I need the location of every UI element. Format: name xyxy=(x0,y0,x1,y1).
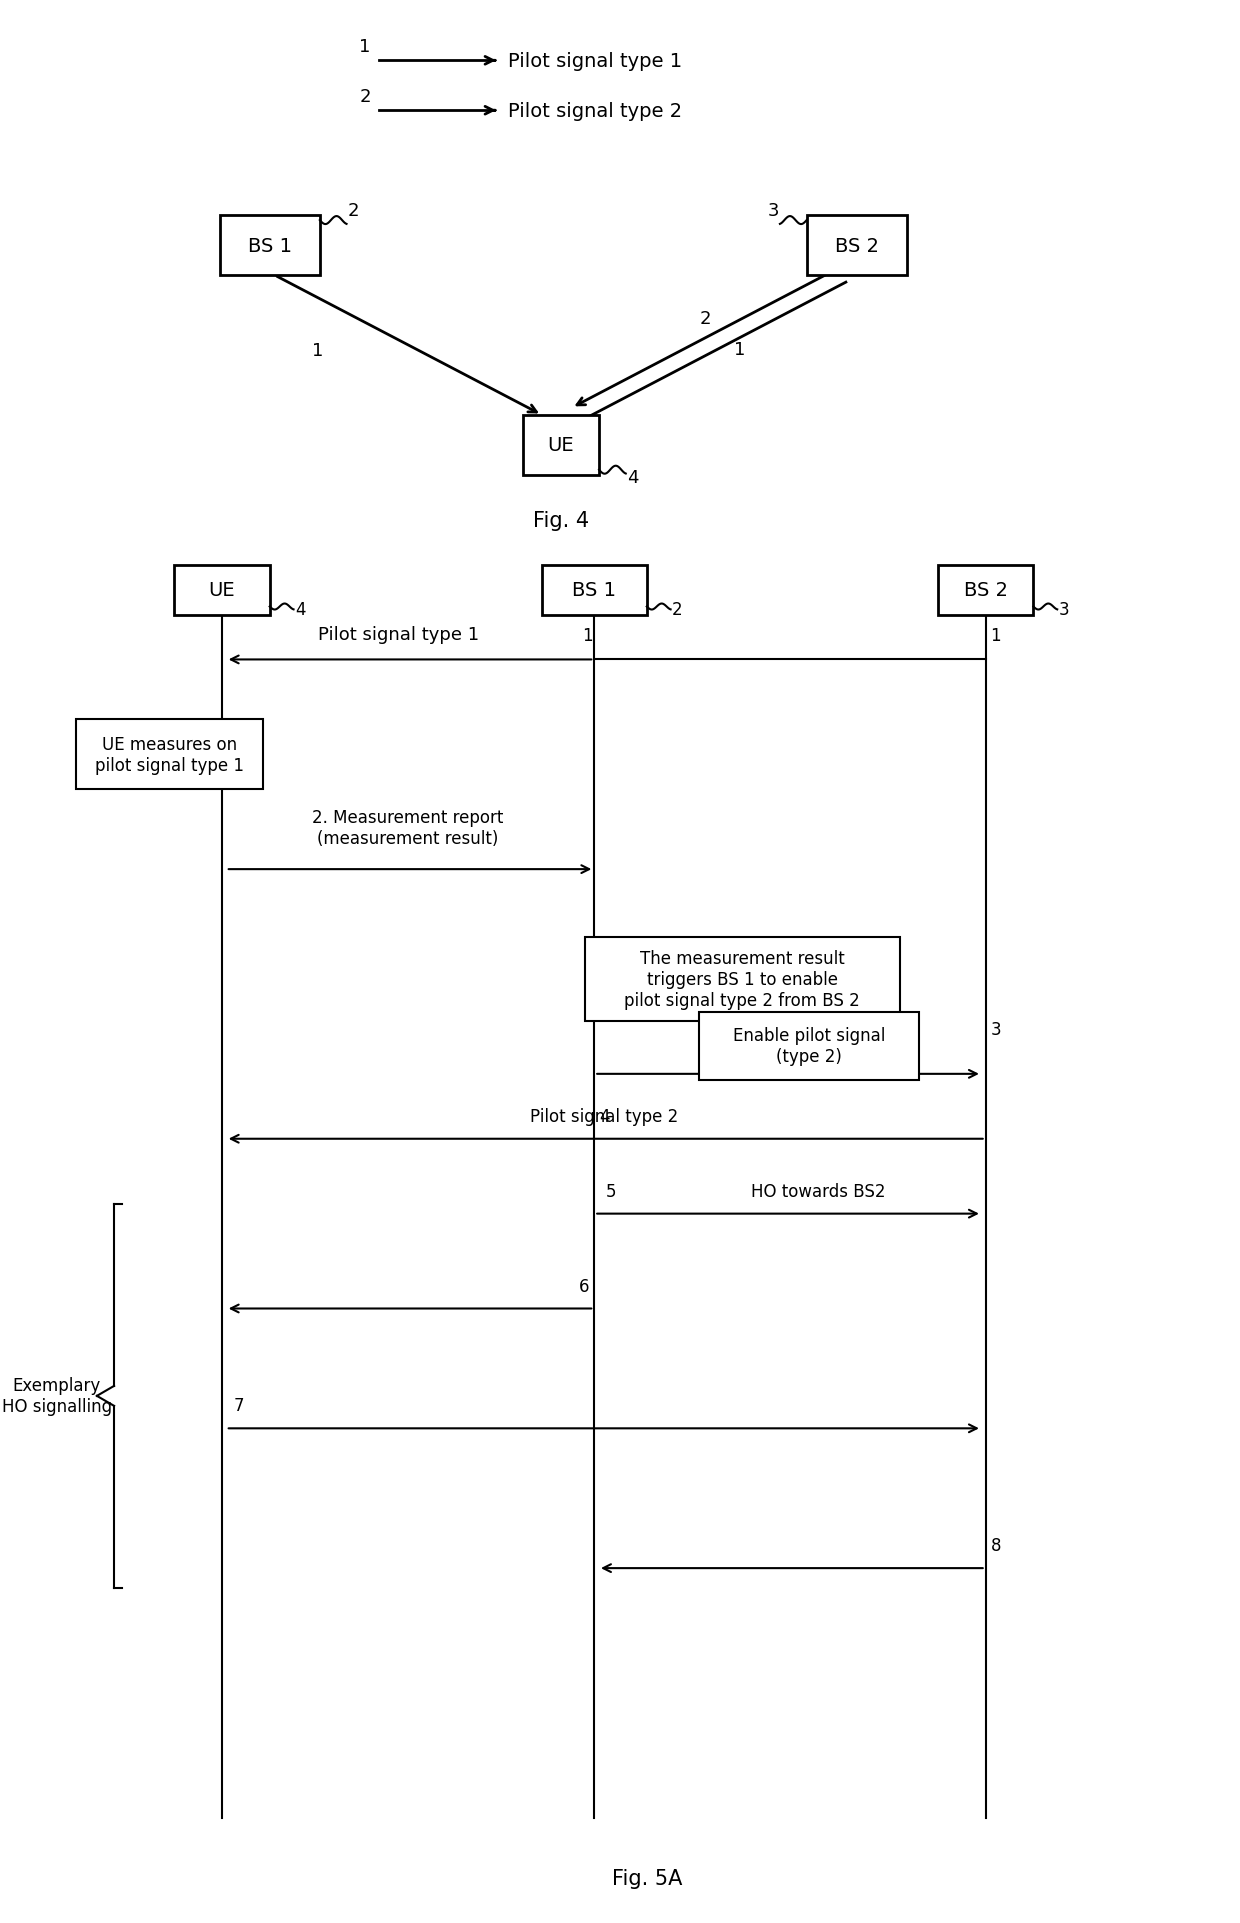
Text: 3: 3 xyxy=(1059,600,1069,617)
Text: 5: 5 xyxy=(605,1183,616,1200)
Text: Exemplary
HO signalling: Exemplary HO signalling xyxy=(1,1377,112,1415)
Text: 3: 3 xyxy=(991,1021,1001,1038)
Text: 4: 4 xyxy=(295,600,305,617)
Text: The measurement result
triggers BS 1 to enable
pilot signal type 2 from BS 2: The measurement result triggers BS 1 to … xyxy=(625,950,861,1010)
Bar xyxy=(807,215,906,275)
Text: 8: 8 xyxy=(991,1536,1001,1554)
Text: 1: 1 xyxy=(582,627,593,644)
Text: Fig. 4: Fig. 4 xyxy=(533,510,589,531)
Text: 2. Measurement report
(measurement result): 2. Measurement report (measurement resul… xyxy=(312,810,503,848)
Text: 1: 1 xyxy=(734,340,745,360)
Text: UE measures on
pilot signal type 1: UE measures on pilot signal type 1 xyxy=(95,735,244,775)
Text: 7: 7 xyxy=(233,1396,244,1415)
Text: Pilot signal type 2: Pilot signal type 2 xyxy=(529,1108,678,1125)
Text: BS 2: BS 2 xyxy=(835,237,879,256)
Bar xyxy=(77,719,263,790)
Bar xyxy=(219,215,320,275)
Text: 1: 1 xyxy=(991,627,1001,644)
Text: 1: 1 xyxy=(311,342,324,360)
Text: UE: UE xyxy=(208,581,236,600)
Text: BS 2: BS 2 xyxy=(963,581,1008,600)
Text: 3: 3 xyxy=(768,202,779,219)
Text: UE: UE xyxy=(548,437,574,456)
Text: 6: 6 xyxy=(579,1277,589,1294)
Text: 2: 2 xyxy=(360,88,371,106)
Text: Fig. 5A: Fig. 5A xyxy=(611,1867,682,1888)
Bar xyxy=(175,565,269,615)
Bar xyxy=(937,565,1033,615)
Text: Enable pilot signal
(type 2): Enable pilot signal (type 2) xyxy=(733,1027,885,1065)
Text: BS 1: BS 1 xyxy=(572,581,616,600)
Text: 2: 2 xyxy=(672,600,682,617)
Text: 2: 2 xyxy=(699,310,712,329)
Bar xyxy=(542,565,647,615)
Text: HO towards BS2: HO towards BS2 xyxy=(751,1183,885,1200)
Text: Pilot signal type 2: Pilot signal type 2 xyxy=(508,102,682,121)
Text: Pilot signal type 1: Pilot signal type 1 xyxy=(317,627,479,644)
Bar xyxy=(585,937,900,1021)
Text: 1: 1 xyxy=(360,38,371,56)
Text: Pilot signal type 1: Pilot signal type 1 xyxy=(508,52,682,71)
Text: 4: 4 xyxy=(626,469,639,487)
Text: BS 1: BS 1 xyxy=(248,237,291,256)
Text: 4: 4 xyxy=(599,1108,610,1125)
Text: 2: 2 xyxy=(347,202,358,219)
Bar xyxy=(699,1011,919,1081)
Bar xyxy=(522,415,599,475)
